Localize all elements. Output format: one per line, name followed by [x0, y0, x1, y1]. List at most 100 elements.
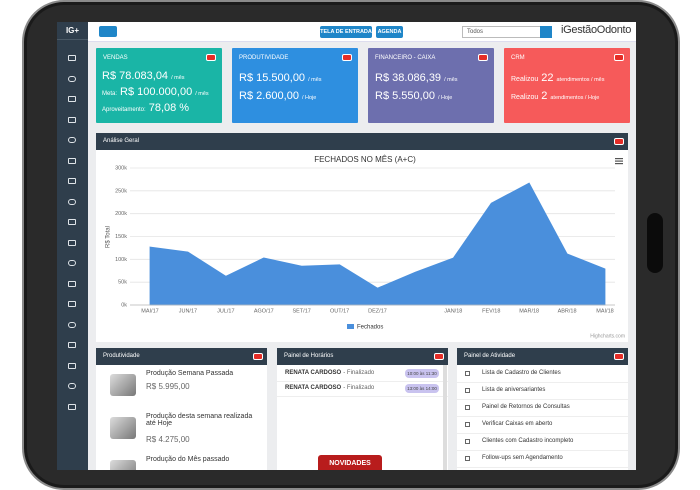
chart-menu — [615, 160, 623, 162]
nav-icon[interactable] — [68, 362, 76, 369]
card-title: PRODUTIVIDADE — [239, 55, 289, 61]
checkbox[interactable] — [465, 405, 470, 410]
item-title: Produção do Mês passado — [146, 456, 230, 463]
checkbox[interactable] — [465, 422, 470, 427]
x-tick-label: FEV/18 — [482, 308, 500, 314]
card-title: VENDAS — [103, 55, 128, 61]
video-icon[interactable] — [478, 54, 488, 61]
card-unit: / mês — [195, 91, 209, 97]
card-value: R$ 2.600,00 — [239, 90, 299, 102]
activity-item: Follow-ups sem Agendamento — [482, 455, 563, 461]
divider — [57, 39, 88, 40]
card-value: R$ 78.083,04 — [102, 70, 169, 82]
nav-icon[interactable] — [68, 157, 76, 164]
checkbox[interactable] — [465, 371, 470, 376]
chart: FECHADOS NO MÊS (A+C) R$ Total 0k 50k 100k 15… — [106, 155, 625, 339]
nav-icon[interactable] — [68, 55, 76, 61]
card-unit: atendimentos / mês — [556, 77, 605, 83]
nav-icon[interactable] — [68, 383, 76, 389]
video-icon[interactable] — [253, 353, 263, 360]
x-tick-label: MAI/18 — [596, 308, 613, 314]
y-tick-label: 300k — [115, 165, 127, 171]
x-tick-label: JUL/17 — [217, 308, 234, 314]
brand: iGestãoOdonto — [561, 24, 632, 36]
card-line: R$ 78.083,04/ mês — [102, 66, 185, 84]
header-button[interactable]: AGENDA — [376, 26, 403, 38]
nav-icon[interactable] — [68, 116, 76, 123]
panel-body: FECHADOS NO MÊS (A+C) R$ Total 0k 50k 100k 15… — [96, 150, 628, 342]
y-tick-label: 0k — [121, 302, 127, 308]
nav-icon[interactable] — [68, 178, 76, 184]
card-label: Meta: — [102, 91, 118, 97]
panel: Análise Geral FECHADOS NO MÊS (A+C) R$ Tot… — [96, 133, 628, 342]
video-icon[interactable] — [342, 54, 352, 61]
card-unit: / Hoje — [437, 95, 453, 101]
card-line: R$ 15.500,00/ mês — [239, 68, 322, 86]
nav-icon[interactable] — [68, 342, 76, 348]
card-value: 22 — [541, 72, 554, 84]
stat-card: PRODUTIVIDADE R$ 15.500,00/ mês R$ 2.600,0… — [232, 48, 358, 123]
select[interactable]: Todos — [462, 26, 552, 38]
y-tick-label: 250k — [115, 188, 127, 194]
card-value: R$ 15.500,00 — [239, 72, 306, 84]
nav-icon[interactable] — [68, 321, 76, 328]
card-line: R$ 2.600,00/ Hoje — [239, 86, 316, 104]
select-arrow[interactable] — [540, 26, 552, 38]
y-axis-title: R$ Total — [106, 226, 112, 248]
nav-icon[interactable] — [68, 301, 76, 307]
video-icon[interactable] — [614, 54, 624, 61]
row-divider — [457, 382, 628, 383]
header-button[interactable]: TELA DE ENTRADA — [320, 26, 372, 38]
area — [149, 182, 606, 306]
schedule-row: RENATA CARDOSO - Finalizado — [285, 370, 374, 376]
sidebar: IG+ — [57, 22, 88, 470]
y-tick-label: 50k — [118, 280, 127, 286]
card-value: R$ 5.550,00 — [375, 90, 435, 102]
nav-icon[interactable] — [68, 280, 76, 287]
x-tick-label: DEZ/17 — [368, 308, 387, 314]
activity-item: Lista de Cadastro de Clientes — [482, 370, 561, 376]
activity-item: Painel de Retornos de Consultas — [482, 404, 570, 410]
checkbox[interactable] — [465, 439, 470, 444]
panel: Produtividade Produção Semana Passada R$ 5… — [96, 348, 267, 470]
nav-icon[interactable] — [68, 198, 76, 205]
chart-title: FECHADOS NO MÊS (A+C) — [314, 155, 416, 164]
card-unit: / Hoje — [301, 95, 317, 101]
panel-body: Lista de Cadastro de Clientes Lista de an… — [457, 365, 628, 470]
y-tick-label: 100k — [115, 257, 127, 263]
nav-icon[interactable] — [68, 219, 76, 225]
status: - Finalizado — [343, 370, 375, 376]
nav-icon[interactable] — [68, 403, 76, 410]
panel-title: Produtividade — [96, 348, 267, 365]
news-button[interactable]: NOVIDADES — [318, 455, 382, 470]
video-icon[interactable] — [614, 353, 624, 360]
checkbox[interactable] — [465, 456, 470, 461]
menu-button[interactable] — [99, 26, 117, 37]
y-tick-label: 200k — [115, 211, 127, 217]
product-icon — [110, 417, 136, 439]
nav-icon[interactable] — [68, 260, 76, 266]
card-value: 78,08 % — [148, 102, 190, 114]
video-icon[interactable] — [434, 353, 444, 360]
x-tick-label: JUN/17 — [179, 308, 197, 314]
card-line: Meta: R$ 100.000,00/ mês — [102, 82, 209, 100]
legend-swatch — [347, 324, 354, 329]
row-divider — [457, 416, 628, 417]
card-label: Realizou — [511, 76, 539, 83]
video-icon[interactable] — [614, 138, 624, 145]
nav-icon[interactable] — [68, 75, 76, 82]
nav-icon[interactable] — [68, 239, 76, 246]
card-line: Realizou 22 atendimentos / mês — [511, 68, 605, 86]
nav-icon[interactable] — [68, 96, 76, 102]
activity-item: Clientes com Cadastro incompleto — [482, 438, 574, 444]
x-tick-label: MAI/17 — [141, 308, 158, 314]
nav-icon[interactable] — [68, 137, 76, 143]
x-tick-label: OUT/17 — [330, 308, 349, 314]
video-icon[interactable] — [206, 54, 216, 61]
checkbox[interactable] — [465, 388, 470, 393]
stat-card: VENDAS R$ 78.083,04/ mês Meta: R$ 100.000,0… — [96, 48, 222, 123]
item-title: Produção Semana Passada — [146, 370, 234, 377]
product-icon — [110, 460, 136, 470]
card-label: Realizou — [511, 94, 539, 101]
